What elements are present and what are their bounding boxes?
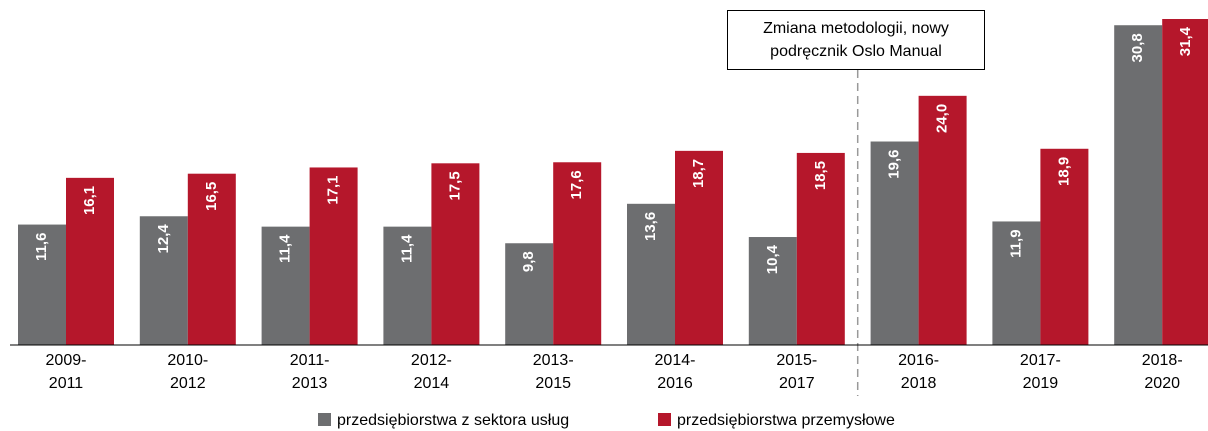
x-tick-label: 2010- 2012 bbox=[167, 352, 209, 392]
value-label: 12,4 bbox=[155, 224, 172, 254]
value-label: 9,8 bbox=[520, 251, 537, 272]
bar bbox=[383, 226, 432, 345]
bar bbox=[627, 203, 675, 345]
value-label: 10,4 bbox=[764, 244, 781, 274]
bar bbox=[187, 173, 236, 345]
bar bbox=[505, 243, 554, 345]
value-label: 31,4 bbox=[1177, 26, 1194, 56]
legend-swatch bbox=[658, 413, 671, 426]
value-label: 17,5 bbox=[446, 171, 463, 200]
value-label: 17,1 bbox=[325, 175, 342, 204]
value-label: 11,6 bbox=[33, 233, 50, 261]
x-tick-label: 2012- 2014 bbox=[410, 352, 452, 392]
x-tick-label: 2017- 2019 bbox=[1019, 352, 1061, 392]
bar bbox=[870, 141, 919, 345]
value-label: 18,7 bbox=[690, 159, 707, 188]
bar bbox=[992, 221, 1041, 345]
bar bbox=[66, 177, 114, 345]
x-tick-label: 2014- 2016 bbox=[654, 352, 696, 392]
bar bbox=[431, 163, 480, 345]
x-tick-label: 2015- 2017 bbox=[776, 352, 818, 392]
legend-label: przedsiębiorstwa przemysłowe bbox=[677, 412, 895, 429]
value-label: 16,5 bbox=[203, 182, 220, 211]
bar bbox=[1114, 25, 1163, 345]
x-tick-label: 2009- 2011 bbox=[45, 352, 87, 392]
bar bbox=[18, 224, 66, 345]
bar bbox=[139, 216, 188, 345]
legend-swatch bbox=[318, 413, 331, 426]
bar bbox=[918, 95, 967, 345]
x-tick-label: 2016- 2018 bbox=[898, 352, 940, 392]
annotation: Zmiana metodologii, nowy podręcznik Oslo… bbox=[727, 10, 985, 70]
value-label: 17,6 bbox=[568, 170, 585, 199]
value-label: 13,6 bbox=[642, 212, 659, 241]
x-tick-label: 2013- 2015 bbox=[532, 352, 574, 392]
legend-label: przedsiębiorstwa z sektora usług bbox=[337, 412, 570, 429]
bar bbox=[309, 167, 358, 345]
bar bbox=[796, 152, 845, 345]
value-label: 19,6 bbox=[886, 150, 903, 179]
legend-entry: przedsiębiorstwa przemysłowe bbox=[658, 411, 895, 431]
bar bbox=[1162, 19, 1208, 345]
value-label: 16,1 bbox=[81, 186, 98, 215]
value-label: 11,4 bbox=[398, 234, 415, 263]
value-label: 30,8 bbox=[1129, 33, 1146, 62]
value-label: 18,9 bbox=[1055, 157, 1072, 186]
value-label: 11,4 bbox=[277, 234, 294, 263]
x-tick-label: 2018- 2020 bbox=[1141, 352, 1183, 392]
bar bbox=[748, 237, 797, 345]
value-label: 18,5 bbox=[812, 161, 829, 190]
bar bbox=[553, 162, 602, 345]
legend-entry: przedsiębiorstwa z sektora usług bbox=[318, 411, 569, 431]
value-label: 11,9 bbox=[1007, 229, 1024, 257]
bar bbox=[1040, 148, 1089, 345]
value-label: 24,0 bbox=[934, 104, 951, 133]
x-tick-label: 2011- 2013 bbox=[289, 352, 330, 392]
bar bbox=[261, 226, 310, 345]
bar bbox=[675, 150, 723, 345]
